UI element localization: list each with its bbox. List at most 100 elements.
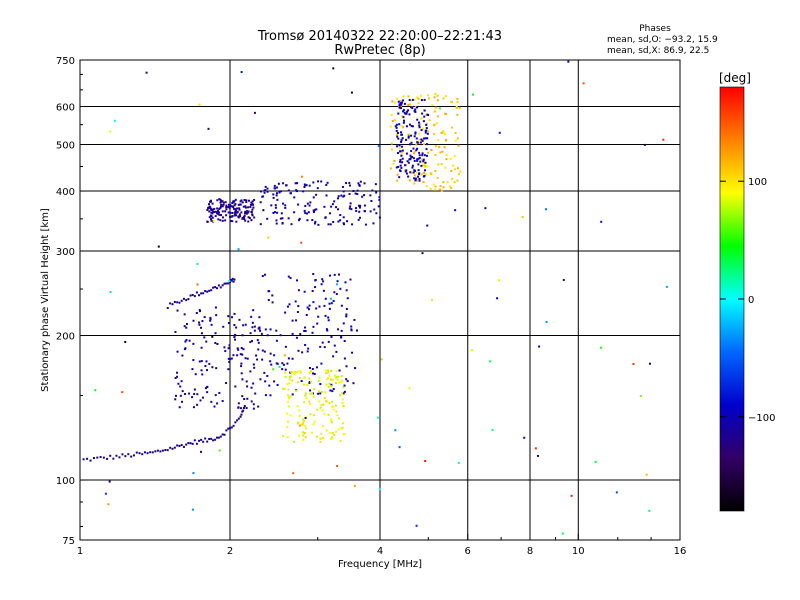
data-point [353, 484, 356, 487]
data-point [213, 207, 216, 210]
data-point [211, 216, 214, 219]
data-point [342, 392, 345, 395]
data-point [438, 146, 441, 149]
data-point [456, 179, 459, 182]
data-point [229, 358, 232, 361]
data-point [342, 190, 345, 193]
data-point [202, 440, 205, 443]
data-point [301, 418, 304, 421]
data-point [192, 319, 195, 322]
data-point [222, 201, 225, 204]
data-point [354, 367, 357, 370]
data-point [210, 211, 213, 214]
data-point [216, 342, 219, 345]
data-point [400, 166, 403, 169]
data-point [239, 407, 242, 410]
data-point [245, 407, 248, 410]
data-point [315, 435, 318, 438]
data-point [176, 301, 179, 304]
data-point [330, 385, 333, 388]
data-point [414, 105, 417, 108]
data-point [328, 382, 331, 385]
data-point [251, 321, 254, 324]
data-point [301, 351, 304, 354]
data-point [186, 323, 189, 326]
data-point [187, 298, 190, 301]
data-point [363, 210, 366, 213]
data-point [376, 416, 379, 419]
data-point [312, 301, 315, 304]
data-point [400, 133, 403, 136]
data-point [274, 204, 277, 207]
data-point [215, 314, 218, 317]
data-point [208, 437, 211, 440]
data-point [188, 392, 191, 395]
data-point [289, 375, 292, 378]
data-point [389, 125, 392, 128]
data-point [242, 216, 245, 219]
data-point [232, 424, 235, 427]
data-point [433, 123, 436, 126]
data-point [411, 166, 414, 169]
data-point [238, 207, 241, 210]
data-point [223, 346, 226, 349]
data-point [176, 309, 179, 312]
data-point [290, 223, 293, 226]
data-point [413, 98, 416, 101]
data-point [389, 167, 392, 170]
data-point [399, 169, 402, 172]
data-point [561, 532, 564, 535]
data-point [333, 291, 336, 294]
data-point [434, 188, 437, 191]
data-point [281, 368, 284, 371]
data-point [444, 95, 447, 98]
data-point [404, 170, 407, 173]
data-point [272, 193, 275, 196]
data-point [293, 373, 296, 376]
data-point [225, 206, 228, 209]
data-point [233, 204, 236, 207]
data-point [398, 446, 401, 449]
data-point [309, 370, 312, 373]
data-point [266, 374, 269, 377]
data-point [426, 154, 429, 157]
data-point [425, 123, 428, 126]
data-point [217, 284, 220, 287]
data-point [330, 421, 333, 424]
data-point [394, 125, 397, 128]
data-point [220, 200, 223, 203]
data-point [426, 132, 429, 135]
data-point [434, 106, 437, 109]
data-point [425, 143, 428, 146]
data-point [235, 326, 238, 329]
data-point [214, 341, 217, 344]
data-point [399, 160, 402, 163]
data-point [350, 91, 353, 94]
data-point [294, 182, 297, 185]
data-point [306, 350, 309, 353]
data-point [395, 126, 398, 129]
data-point [489, 360, 492, 363]
data-point [204, 387, 207, 390]
data-point [214, 210, 217, 213]
data-point [414, 131, 417, 134]
data-point [287, 420, 290, 423]
data-point [234, 385, 237, 388]
chart-title: Tromsø 20140322 22:20:00–22:21:43 [257, 29, 502, 44]
data-point [335, 283, 338, 286]
data-point [288, 405, 291, 408]
data-point [301, 423, 304, 426]
data-point [400, 124, 403, 127]
data-point [305, 397, 308, 400]
data-point [453, 181, 456, 184]
data-point [440, 131, 443, 134]
data-point [401, 115, 404, 118]
data-point [314, 220, 317, 223]
data-point [334, 382, 337, 385]
data-point [261, 275, 264, 278]
data-point [298, 414, 301, 417]
data-point [278, 191, 281, 194]
x-axis-label: Frequency [MHz] [338, 559, 422, 570]
data-point [434, 110, 437, 113]
data-point [253, 111, 256, 114]
